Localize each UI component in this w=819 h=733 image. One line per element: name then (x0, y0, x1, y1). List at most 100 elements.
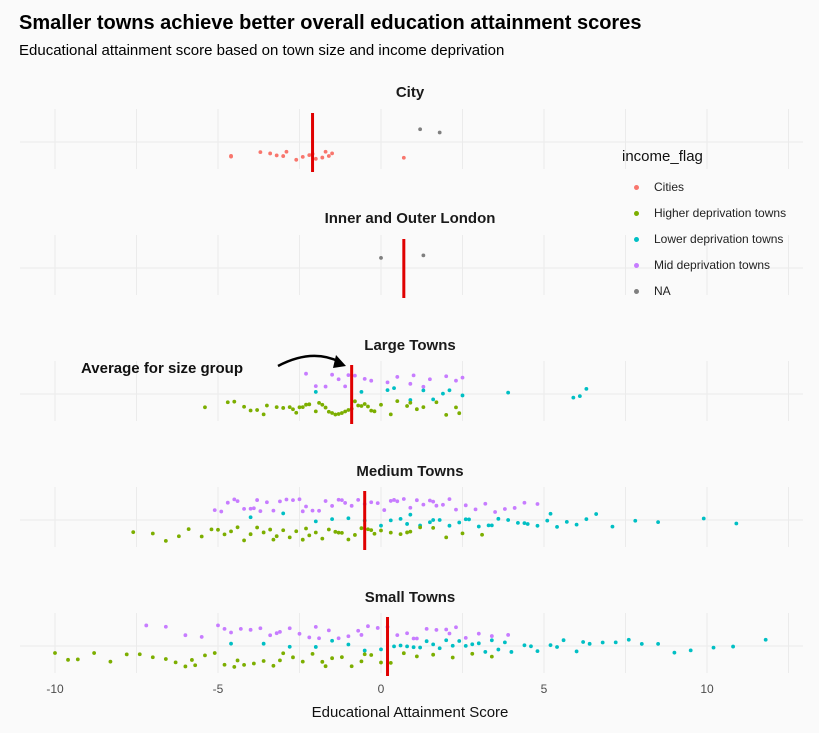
data-point (688, 648, 693, 653)
data-point (163, 624, 168, 629)
data-point (731, 644, 735, 649)
data-point (388, 499, 393, 503)
data-point (199, 635, 204, 639)
data-point (613, 640, 618, 645)
data-point (216, 527, 220, 532)
data-point (450, 643, 455, 648)
data-point (388, 661, 393, 665)
x-axis-title: Educational Attainment Score (312, 704, 509, 721)
data-point (444, 638, 449, 643)
data-point (124, 652, 129, 657)
data-point (173, 660, 178, 665)
data-point (555, 524, 559, 529)
data-point (424, 639, 429, 644)
data-point (300, 659, 305, 664)
data-point (444, 374, 449, 379)
data-point (574, 649, 579, 654)
data-point (320, 155, 325, 160)
data-point (235, 499, 240, 504)
data-point (163, 657, 168, 661)
data-point (323, 664, 328, 669)
data-point (281, 651, 286, 656)
data-point (349, 503, 354, 508)
data-point (395, 499, 400, 504)
data-point (317, 400, 321, 405)
data-point (581, 640, 586, 644)
data-point (476, 631, 481, 636)
data-point (317, 508, 321, 513)
legend-item: Higher deprivation towns (622, 200, 786, 226)
data-point (359, 526, 364, 531)
data-point (480, 532, 484, 537)
data-point (366, 404, 370, 409)
data-point (594, 512, 599, 516)
data-point (418, 645, 423, 650)
data-point (212, 651, 217, 655)
data-point (711, 645, 716, 650)
data-point (369, 378, 374, 383)
data-point (232, 665, 237, 669)
data-point (411, 645, 416, 650)
data-point (483, 650, 488, 654)
data-point (431, 518, 436, 522)
facet-title: City (396, 84, 425, 101)
data-point (457, 411, 462, 416)
data-point (444, 627, 449, 632)
data-point (574, 522, 579, 527)
data-point (626, 637, 631, 642)
data-point (522, 500, 527, 505)
data-point (522, 643, 527, 648)
data-point (379, 255, 383, 260)
data-point (408, 529, 413, 534)
data-point (255, 525, 260, 530)
data-point (398, 517, 403, 521)
data-point (379, 528, 383, 533)
data-point (66, 657, 70, 662)
data-point (457, 520, 462, 525)
data-point (75, 657, 80, 662)
data-point (502, 507, 507, 511)
data-point (336, 497, 341, 502)
data-point (287, 626, 292, 631)
data-point (242, 404, 246, 409)
data-point (255, 408, 260, 412)
data-point (261, 412, 266, 417)
data-point (476, 524, 481, 529)
data-point (294, 157, 299, 162)
data-point (437, 518, 442, 522)
data-point (401, 651, 406, 656)
data-point (310, 651, 315, 656)
data-point (359, 659, 364, 664)
data-point (375, 501, 380, 506)
data-point (431, 397, 436, 402)
data-point (294, 410, 299, 415)
data-point (212, 508, 217, 513)
data-point (408, 381, 413, 386)
data-point (600, 640, 605, 645)
data-point (359, 404, 364, 408)
data-point (431, 642, 436, 647)
data-point (639, 642, 644, 646)
data-point (385, 388, 390, 393)
data-point (92, 651, 97, 655)
data-point (339, 411, 344, 415)
data-point (379, 523, 383, 528)
data-point (258, 150, 263, 155)
data-point (476, 641, 481, 646)
data-point (186, 527, 191, 532)
data-point (339, 498, 344, 503)
data-point (317, 636, 321, 641)
data-point (313, 156, 318, 161)
data-point (336, 530, 341, 535)
data-point (268, 527, 273, 532)
data-point (326, 527, 331, 532)
data-point (561, 638, 566, 643)
data-point (734, 521, 739, 526)
data-point (516, 520, 520, 525)
data-point (313, 409, 318, 414)
data-point (323, 384, 328, 389)
data-point (287, 535, 292, 540)
data-point (375, 626, 380, 630)
data-point (545, 518, 550, 523)
data-point (535, 502, 540, 506)
